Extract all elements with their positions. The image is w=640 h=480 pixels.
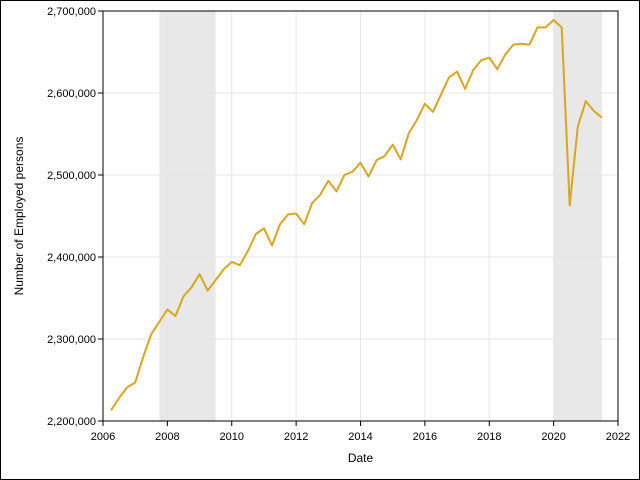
x-tick-label: 2022 bbox=[606, 431, 630, 443]
y-tick-label: 2,200,000 bbox=[47, 416, 96, 428]
y-tick-label: 2,300,000 bbox=[47, 334, 96, 346]
x-tick-label: 2018 bbox=[477, 431, 501, 443]
x-tick-label: 2008 bbox=[155, 431, 179, 443]
recession-shading-group bbox=[159, 11, 602, 421]
series-line-1 bbox=[110, 19, 603, 411]
series-layer bbox=[110, 19, 603, 411]
x-tick-label: 2020 bbox=[541, 431, 565, 443]
x-tick-label: 2010 bbox=[220, 431, 244, 443]
y-tick-label: 2,600,000 bbox=[47, 88, 96, 100]
axis-ticks: 2006 2008 2010 2012 2014 2016 2018 2020 2022 2,20… bbox=[47, 6, 630, 443]
y-tick-label: 2,500,000 bbox=[47, 170, 96, 182]
y-tick-label: 2,700,000 bbox=[47, 6, 96, 18]
recession-band-2 bbox=[553, 11, 602, 421]
x-tick-label: 2012 bbox=[284, 431, 308, 443]
x-tick-label: 2016 bbox=[413, 431, 437, 443]
recession-band-1 bbox=[159, 11, 216, 421]
x-tick-label: 2014 bbox=[348, 431, 372, 443]
y-tick-label: 2,400,000 bbox=[47, 252, 96, 264]
x-tick-label: 2006 bbox=[91, 431, 115, 443]
y-axis-label: Number of Employed persons bbox=[12, 137, 26, 296]
x-axis-label: Date bbox=[348, 451, 374, 465]
